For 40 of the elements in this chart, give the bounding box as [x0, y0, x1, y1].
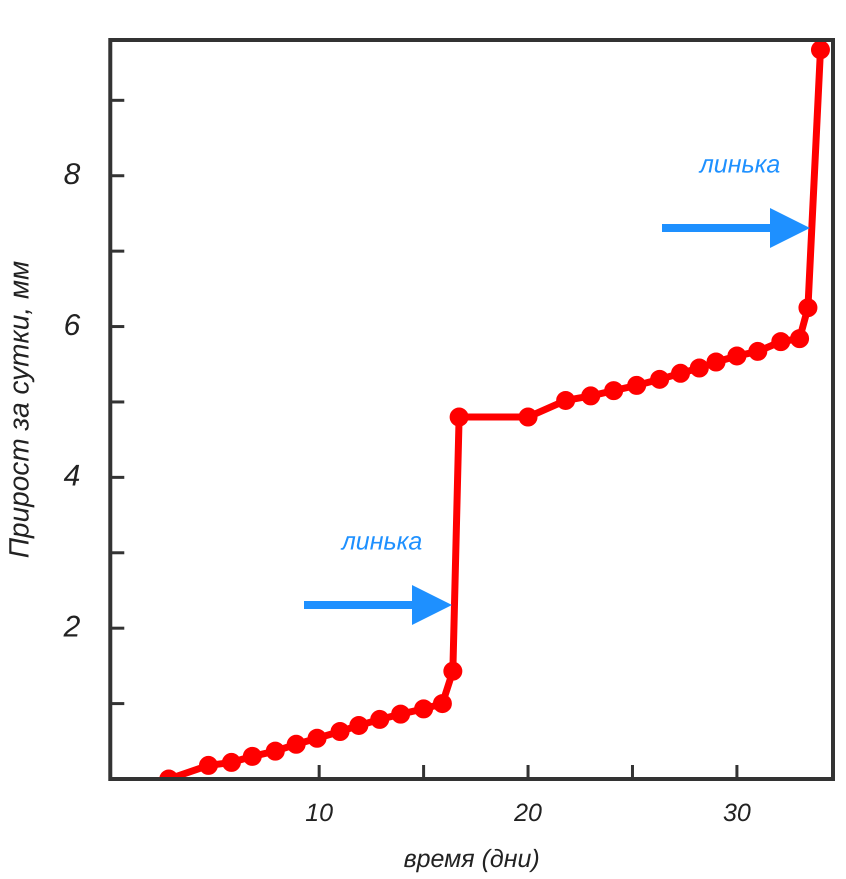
point	[556, 390, 576, 410]
point	[450, 408, 469, 427]
point	[650, 370, 670, 389]
point	[391, 704, 410, 724]
x-axis-title: время (дни)	[404, 844, 540, 873]
y-tick-label: 2	[62, 610, 81, 644]
point	[798, 298, 818, 318]
point	[771, 332, 790, 352]
point	[443, 662, 462, 681]
point	[308, 728, 327, 748]
point	[266, 742, 285, 761]
annotation: линька	[340, 527, 422, 556]
point	[286, 734, 306, 754]
y-tick-label: 6	[64, 308, 81, 342]
point	[581, 386, 600, 406]
point	[222, 752, 241, 772]
point	[330, 722, 350, 741]
point	[198, 756, 218, 775]
x-tick-label: 20	[513, 798, 542, 827]
point	[349, 716, 368, 735]
point	[627, 376, 646, 395]
point	[810, 40, 830, 60]
point	[790, 329, 810, 348]
y-tick-label: 4	[64, 460, 80, 493]
point	[727, 346, 746, 366]
point	[706, 352, 726, 372]
point	[671, 364, 690, 383]
x-tick-label: 10	[305, 798, 334, 827]
point	[414, 699, 434, 718]
y-tick-label: 8	[64, 158, 81, 192]
point	[518, 408, 538, 427]
point	[432, 694, 452, 714]
point	[370, 710, 390, 729]
annotation: линька	[698, 150, 780, 178]
point	[748, 342, 768, 361]
point	[690, 358, 709, 378]
y-axis-title: Прирост за сутки, мм	[4, 260, 35, 558]
x-tick-label: 30	[723, 798, 751, 827]
point	[242, 746, 262, 766]
point	[604, 381, 624, 400]
